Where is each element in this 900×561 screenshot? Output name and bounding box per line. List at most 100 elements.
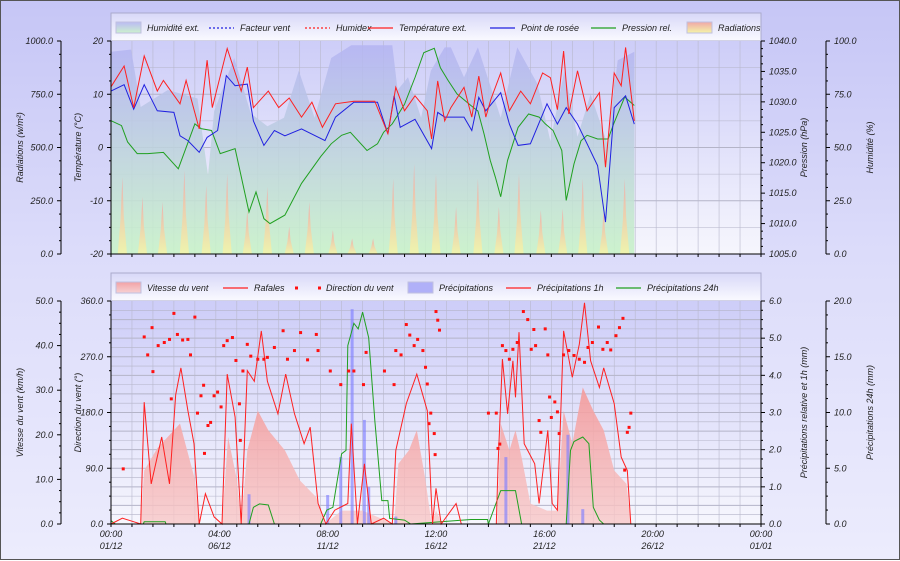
wind-precipitation-chart: Vitesse du vent Rafales Direction du vent P… <box>15 272 875 551</box>
tick-label-wind: 20.0 <box>34 430 53 440</box>
wind-direction-point <box>408 333 412 337</box>
x-tick-time: 12:00 <box>425 529 448 539</box>
tick-label-pressure: 1020.0 <box>769 158 797 168</box>
temperature-pressure-chart: Humidité ext. Facteur vent Humidex Températ… <box>15 12 875 259</box>
legend-marker <box>318 286 321 290</box>
radiation-spike <box>262 186 272 254</box>
wind-direction-point <box>537 419 541 423</box>
tick-label-humidity: 100.0 <box>834 36 857 46</box>
wind-direction-point <box>212 394 216 398</box>
tick-label-pressure: 1030.0 <box>769 97 797 107</box>
wind-direction-point <box>617 326 621 330</box>
precipitation-24h-line <box>110 311 605 526</box>
wind-direction-point <box>285 357 289 361</box>
x-tick-date: 11/12 <box>317 541 339 551</box>
wind-direction-point <box>151 370 155 374</box>
tick-label-precipitation_24h: 15.0 <box>834 352 852 362</box>
wind-direction-point <box>219 405 223 409</box>
wind-direction-point <box>382 369 386 373</box>
tick-label-humidity: 0.0 <box>834 249 847 259</box>
wind-direction-point <box>567 349 571 353</box>
axis-title-pressure: Pression (hPa) <box>799 118 809 178</box>
radiation-spike <box>137 196 148 254</box>
legend-item: Direction du vent <box>295 283 394 293</box>
wind-direction-point <box>292 349 296 353</box>
wind-direction-point <box>532 327 536 331</box>
wind-direction-point <box>629 411 633 415</box>
wind-direction-point <box>436 318 440 322</box>
radiation-spike <box>473 178 483 254</box>
axis-title-wind: Vitesse du vent (km/h) <box>15 368 25 457</box>
tick-label-precipitation: 0.0 <box>769 519 782 529</box>
tick-label-wind: 0.0 <box>40 519 53 529</box>
wind-direction-point <box>189 353 193 357</box>
wind-direction-point <box>526 318 530 322</box>
wind-direction-point <box>572 354 576 358</box>
legend-label: Rafales <box>254 283 285 293</box>
wind-direction-point <box>352 369 356 373</box>
wind-direction-point <box>437 328 441 332</box>
tick-label-radiation: 250.0 <box>29 196 53 206</box>
legend-box <box>110 12 762 42</box>
legend-label: Facteur vent <box>240 23 291 33</box>
wind-direction-point <box>623 468 627 472</box>
wind-direction-point <box>504 349 508 353</box>
wind-direction-point <box>245 342 249 346</box>
wind-direction-point <box>511 347 515 351</box>
wind-direction-point <box>146 353 150 357</box>
tick-label-direction: 360.0 <box>80 296 103 306</box>
wind-direction-point <box>238 438 242 442</box>
axis-title-temperature: Température (°C) <box>73 113 83 182</box>
wind-direction-point <box>433 453 437 457</box>
radiation-spike <box>451 206 461 254</box>
wind-direction-point <box>586 345 590 349</box>
wind-direction-point <box>498 442 502 446</box>
tick-label-precipitation: 6.0 <box>769 296 782 306</box>
wind-direction-point <box>557 432 561 436</box>
wind-direction-point <box>328 369 332 373</box>
wind-direction-point <box>172 311 176 315</box>
tick-label-radiation: 500.0 <box>30 143 53 153</box>
wind-direction-point <box>234 358 238 362</box>
wind-direction-point <box>150 326 154 330</box>
wind-direction-point <box>272 345 276 349</box>
wind-direction-point <box>577 357 581 361</box>
wind-direction-point <box>416 337 420 341</box>
wind-direction-point <box>364 350 368 354</box>
legend-swatch <box>686 21 713 34</box>
tick-label-precipitation_24h: 0.0 <box>834 519 847 529</box>
x-tick-time: 16:00 <box>533 529 556 539</box>
legend-item: Facteur vent <box>209 23 291 33</box>
radiation-spike <box>304 201 314 254</box>
tick-label-humidity: 75.0 <box>834 89 852 99</box>
precipitation-bar <box>362 419 366 524</box>
wind-direction-point <box>193 315 197 319</box>
tick-label-pressure: 1025.0 <box>769 127 797 137</box>
wind-direction-point <box>555 410 559 414</box>
wind-direction-point <box>181 338 185 342</box>
wind-direction-point <box>548 395 552 399</box>
radiation-spike <box>536 210 546 254</box>
legend-swatch <box>407 281 434 294</box>
radiation-spike <box>157 201 168 254</box>
legend-item: Rafales <box>223 283 285 293</box>
tick-label-pressure: 1040.0 <box>769 36 797 46</box>
legend-label: Précipitations <box>439 283 494 293</box>
precipitation-bar <box>394 516 398 524</box>
tick-label-wind: 10.0 <box>35 474 53 484</box>
wind-direction-point <box>169 397 173 401</box>
wind-direction-point <box>590 341 594 345</box>
wind-direction-point <box>121 467 125 471</box>
wind-direction-point <box>168 337 172 341</box>
wind-direction-point <box>225 339 229 343</box>
wind-direction-point <box>230 336 234 340</box>
tick-label-radiation: 0.0 <box>40 249 53 259</box>
x-tick-date: 01/01 <box>750 541 773 551</box>
wind-direction-point <box>562 353 566 357</box>
wind-direction-point <box>299 331 303 335</box>
wind-direction-point <box>404 323 408 327</box>
axis-title-precipitation: Précipitations relative et 1h (mm) <box>799 347 809 479</box>
precipitation-bar <box>566 434 570 524</box>
